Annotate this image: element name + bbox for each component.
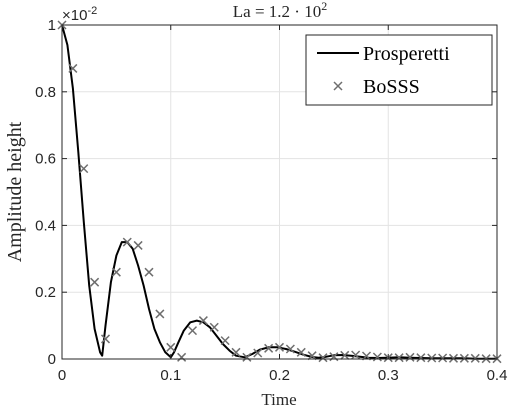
- legend: Prosperetti BoSSS: [305, 34, 493, 106]
- data-point-bosss: [155, 309, 165, 319]
- x-tick-label: 0: [58, 367, 66, 384]
- data-point-bosss: [372, 352, 382, 362]
- exponent-label: ×10-2: [62, 5, 97, 24]
- data-point-bosss: [394, 353, 404, 363]
- data-point-bosss: [242, 352, 252, 362]
- x-tick-label: 0.4: [487, 367, 508, 384]
- x-axis-label: Time: [261, 390, 296, 409]
- data-point-bosss: [100, 334, 111, 344]
- data-point-bosss: [274, 342, 285, 352]
- data-point-bosss: [340, 350, 350, 360]
- data-point-bosss: [318, 353, 328, 363]
- legend-box: [305, 34, 493, 106]
- data-point-bosss: [79, 164, 89, 174]
- data-point-bosss: [438, 353, 448, 363]
- data-point-bosss: [285, 344, 295, 354]
- data-point-bosss: [166, 342, 176, 352]
- data-point-bosss: [307, 351, 317, 361]
- x-tick-label: 0.3: [378, 367, 399, 384]
- data-point-bosss: [122, 237, 132, 247]
- y-tick-label: 0.2: [35, 284, 56, 301]
- data-point-bosss: [416, 353, 426, 363]
- data-point-bosss: [209, 322, 219, 332]
- data-point-bosss: [427, 353, 437, 363]
- data-point-bosss: [177, 352, 187, 362]
- data-point-bosss: [220, 336, 230, 346]
- y-tick-label: 1: [48, 17, 56, 34]
- data-point-bosss: [459, 353, 469, 363]
- data-point-bosss: [90, 277, 100, 287]
- y-tick-label: 0.8: [35, 84, 56, 101]
- data-point-bosss: [448, 353, 459, 363]
- data-point-bosss: [68, 63, 78, 73]
- data-point-bosss: [198, 316, 208, 326]
- data-point-bosss: [264, 343, 274, 353]
- legend-marker-swatch: [333, 81, 343, 91]
- data-point-bosss: [187, 326, 198, 336]
- y-tick-label: 0.6: [35, 151, 56, 168]
- legend-label-bosss: BoSSS: [363, 76, 420, 98]
- chart-title: La = 1.2 · 102: [233, 0, 327, 21]
- y-axis-label: Amplitude height: [4, 121, 26, 262]
- x-tick-label: 0.1: [160, 367, 181, 384]
- y-tick-label: 0.4: [35, 217, 56, 234]
- data-point-bosss: [296, 347, 306, 357]
- y-tick-label: 0: [48, 351, 56, 368]
- data-point-bosss: [231, 347, 241, 357]
- data-point-bosss: [133, 240, 143, 250]
- data-point-bosss: [405, 352, 415, 362]
- legend-label-prosperetti: Prosperetti: [363, 43, 450, 65]
- x-tick-label: 0.2: [269, 367, 290, 384]
- data-point-bosss: [111, 267, 121, 277]
- data-point-bosss: [253, 348, 263, 358]
- tick-layer: 0 0.1 0.2 0.3 0.4 0 0.2 0.4 0.6 0.8 1: [35, 17, 507, 384]
- data-point-bosss: [470, 353, 480, 363]
- data-point-bosss: [351, 350, 361, 360]
- data-point-bosss: [144, 267, 154, 277]
